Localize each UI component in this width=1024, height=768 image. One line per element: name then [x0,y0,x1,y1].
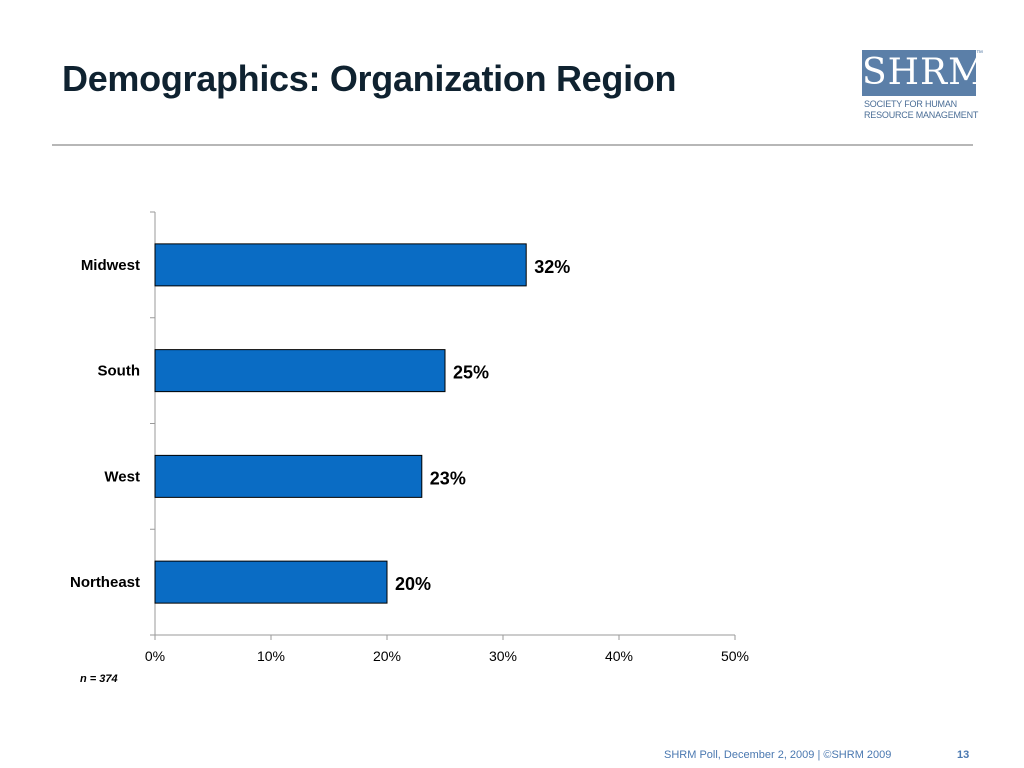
logo-box: SHRM [862,50,987,96]
category-label: Midwest [81,257,140,274]
footer-text: SHRM Poll, December 2, 2009 | ©SHRM 2009 [664,749,892,761]
category-label: West [104,468,140,485]
bar-south [154,349,446,393]
x-tick-label: 10% [257,648,285,664]
category-label: Northeast [70,574,140,591]
data-label: 23% [430,468,466,488]
data-label: 32% [534,257,570,277]
x-tick-label: 0% [145,648,165,664]
bar-midwest [154,243,527,287]
logo-tagline-1: SOCIETY FOR HUMAN [864,99,957,109]
data-label: 20% [395,574,431,594]
logo-mark: SHRM [862,52,987,93]
x-tick-label: 40% [605,648,633,664]
data-label: 25% [453,363,489,383]
title-divider [52,144,973,146]
sample-size-note: n = 374 [80,673,118,685]
x-tick-label: 50% [721,648,749,664]
bar-west [154,454,423,498]
shrm-logo: SHRM ™ SOCIETY FOR HUMAN RESOURCE MANAGE… [862,50,987,122]
trademark-symbol: ™ [976,50,983,57]
x-tick-label: 20% [373,648,401,664]
page-number: 13 [957,749,970,761]
page-title: Demographics: Organization Region [62,58,677,99]
logo-tagline-2: RESOURCE MANAGEMENT [864,110,979,120]
category-label: South [98,363,141,380]
x-tick-label: 30% [489,648,517,664]
bar-northeast [154,560,388,604]
